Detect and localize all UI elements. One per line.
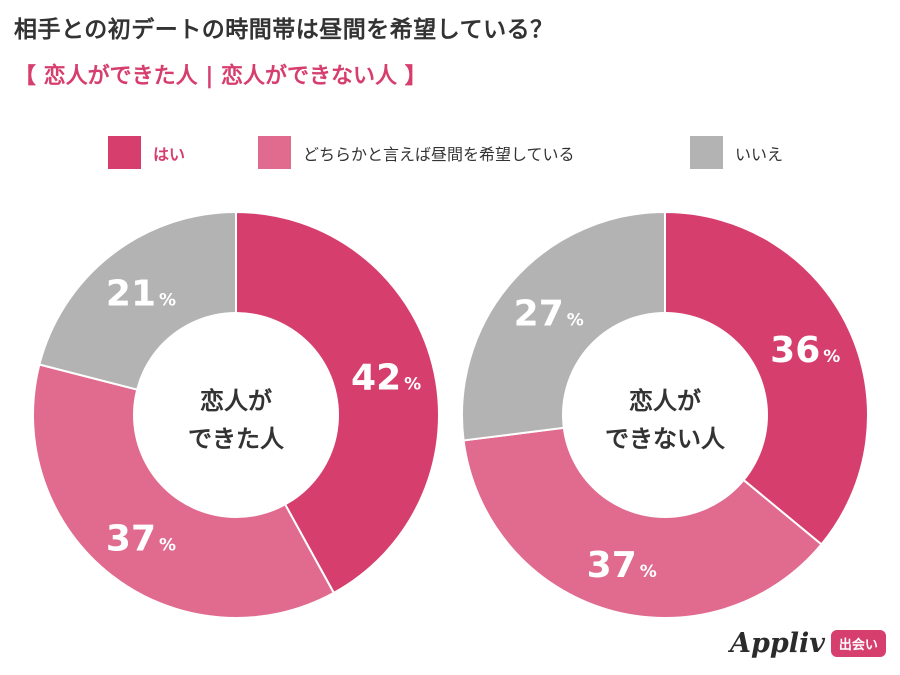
chart2-pct-yes: 36% — [770, 330, 840, 371]
legend-swatch-no — [690, 136, 723, 169]
legend-swatch-yes — [108, 136, 141, 169]
chart2-center-label-line2: できない人 — [605, 425, 725, 453]
chart2-hole — [562, 312, 768, 518]
logo-badge: 出会い — [830, 630, 886, 657]
legend-swatch-rather-yes — [258, 136, 291, 169]
chart1-pct-rather-yes: 37% — [106, 518, 176, 559]
legend-item-rather-yes: どちらかと言えば昼間を希望している — [258, 136, 575, 169]
chart2-center-label-line1: 恋人が — [629, 387, 701, 415]
chart1-pct-yes: 42% — [351, 357, 421, 398]
appliv-logo: Appliv 出会い — [730, 628, 886, 659]
chart-legend: はい どちらかと言えば昼間を希望している いいえ — [0, 136, 900, 170]
legend-item-yes: はい — [108, 136, 185, 169]
chart2-slice-rather-yes — [462, 413, 823, 619]
legend-label-rather-yes: どちらかと言えば昼間を希望している — [303, 144, 575, 164]
page-title: 相手との初デートの時間帯は昼間を希望している？ — [14, 17, 554, 43]
chart1-hole — [133, 312, 339, 518]
logo-text: Appliv — [730, 628, 825, 659]
chart1-center-label-line2: できた人 — [188, 425, 284, 453]
chart2-pct-rather-yes: 37% — [587, 545, 657, 586]
legend-item-no: いいえ — [690, 136, 783, 169]
chart2-slice-yes — [664, 210, 869, 546]
legend-label-yes: はい — [153, 144, 186, 164]
page-subtitle: 【 恋人ができた人 | 恋人ができない人 】 — [14, 64, 427, 89]
chart1-pct-no: 21% — [106, 274, 176, 315]
chart2-pct-no: 27% — [514, 293, 584, 334]
legend-label-no: いいえ — [735, 144, 784, 164]
chart1-center-label-line1: 恋人が — [200, 387, 272, 415]
